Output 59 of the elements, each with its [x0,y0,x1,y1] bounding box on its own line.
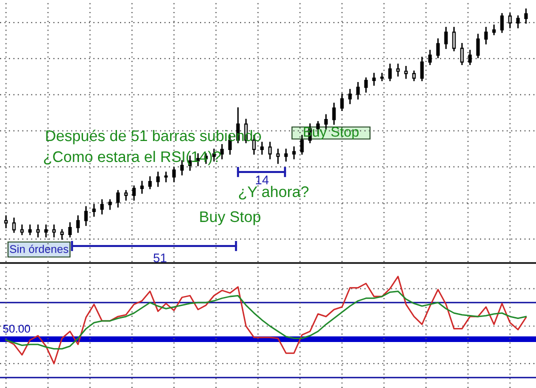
annotation: ¿Y ahora? [238,186,309,200]
candlestick [220,144,224,160]
candlestick [356,82,360,100]
candlestick [444,26,448,49]
candlestick [500,13,504,33]
candlestick [284,148,288,162]
candlestick [452,26,456,52]
candlestick [292,146,296,160]
candlestick [36,224,40,238]
candlestick [140,180,144,194]
candlestick [124,190,128,201]
candlestick [156,172,160,187]
candlestick [60,229,64,240]
candlestick [332,102,336,125]
annotation: 50.00 [3,324,30,333]
candlestick [428,50,432,66]
candlestick [404,66,408,79]
candlestick [268,142,272,160]
candlestick [116,190,120,208]
candlestick [164,172,168,182]
candlestick [484,26,488,44]
candlestick [468,50,472,66]
candlestick [92,204,96,217]
candlestick [516,15,520,28]
candlestick [52,224,56,238]
candlestick [4,215,8,228]
candlestick [148,176,152,190]
candlestick [388,64,392,82]
candlestick [436,38,440,58]
candlestick [300,134,304,155]
candlestick [76,215,80,233]
candlestick [260,142,264,155]
candlestick [20,224,24,236]
text: Sin órdenes [10,244,68,253]
candlestick [108,199,112,210]
candlestick [420,56,424,82]
candlestick [364,77,368,93]
candlestick [172,167,176,182]
candlestick [84,206,88,226]
candlestick [12,218,16,233]
candlestick [276,148,280,164]
candlestick [476,34,480,58]
candlestick [44,224,48,238]
candlestick [396,64,400,77]
candlestick [348,88,352,104]
candlestick [412,70,416,82]
candlestick [524,8,528,24]
annotation: Buy Stop [200,211,260,226]
candlestick [132,185,136,201]
candlestick [68,222,72,238]
candlestick [492,24,496,36]
candlestick [28,224,32,236]
text: 51 [154,254,166,262]
candlestick [372,72,376,86]
candlestick [340,94,344,112]
annotation: 14 [256,176,269,184]
candlestick [508,13,512,28]
candlestick [100,199,104,214]
candlestick [460,42,464,66]
